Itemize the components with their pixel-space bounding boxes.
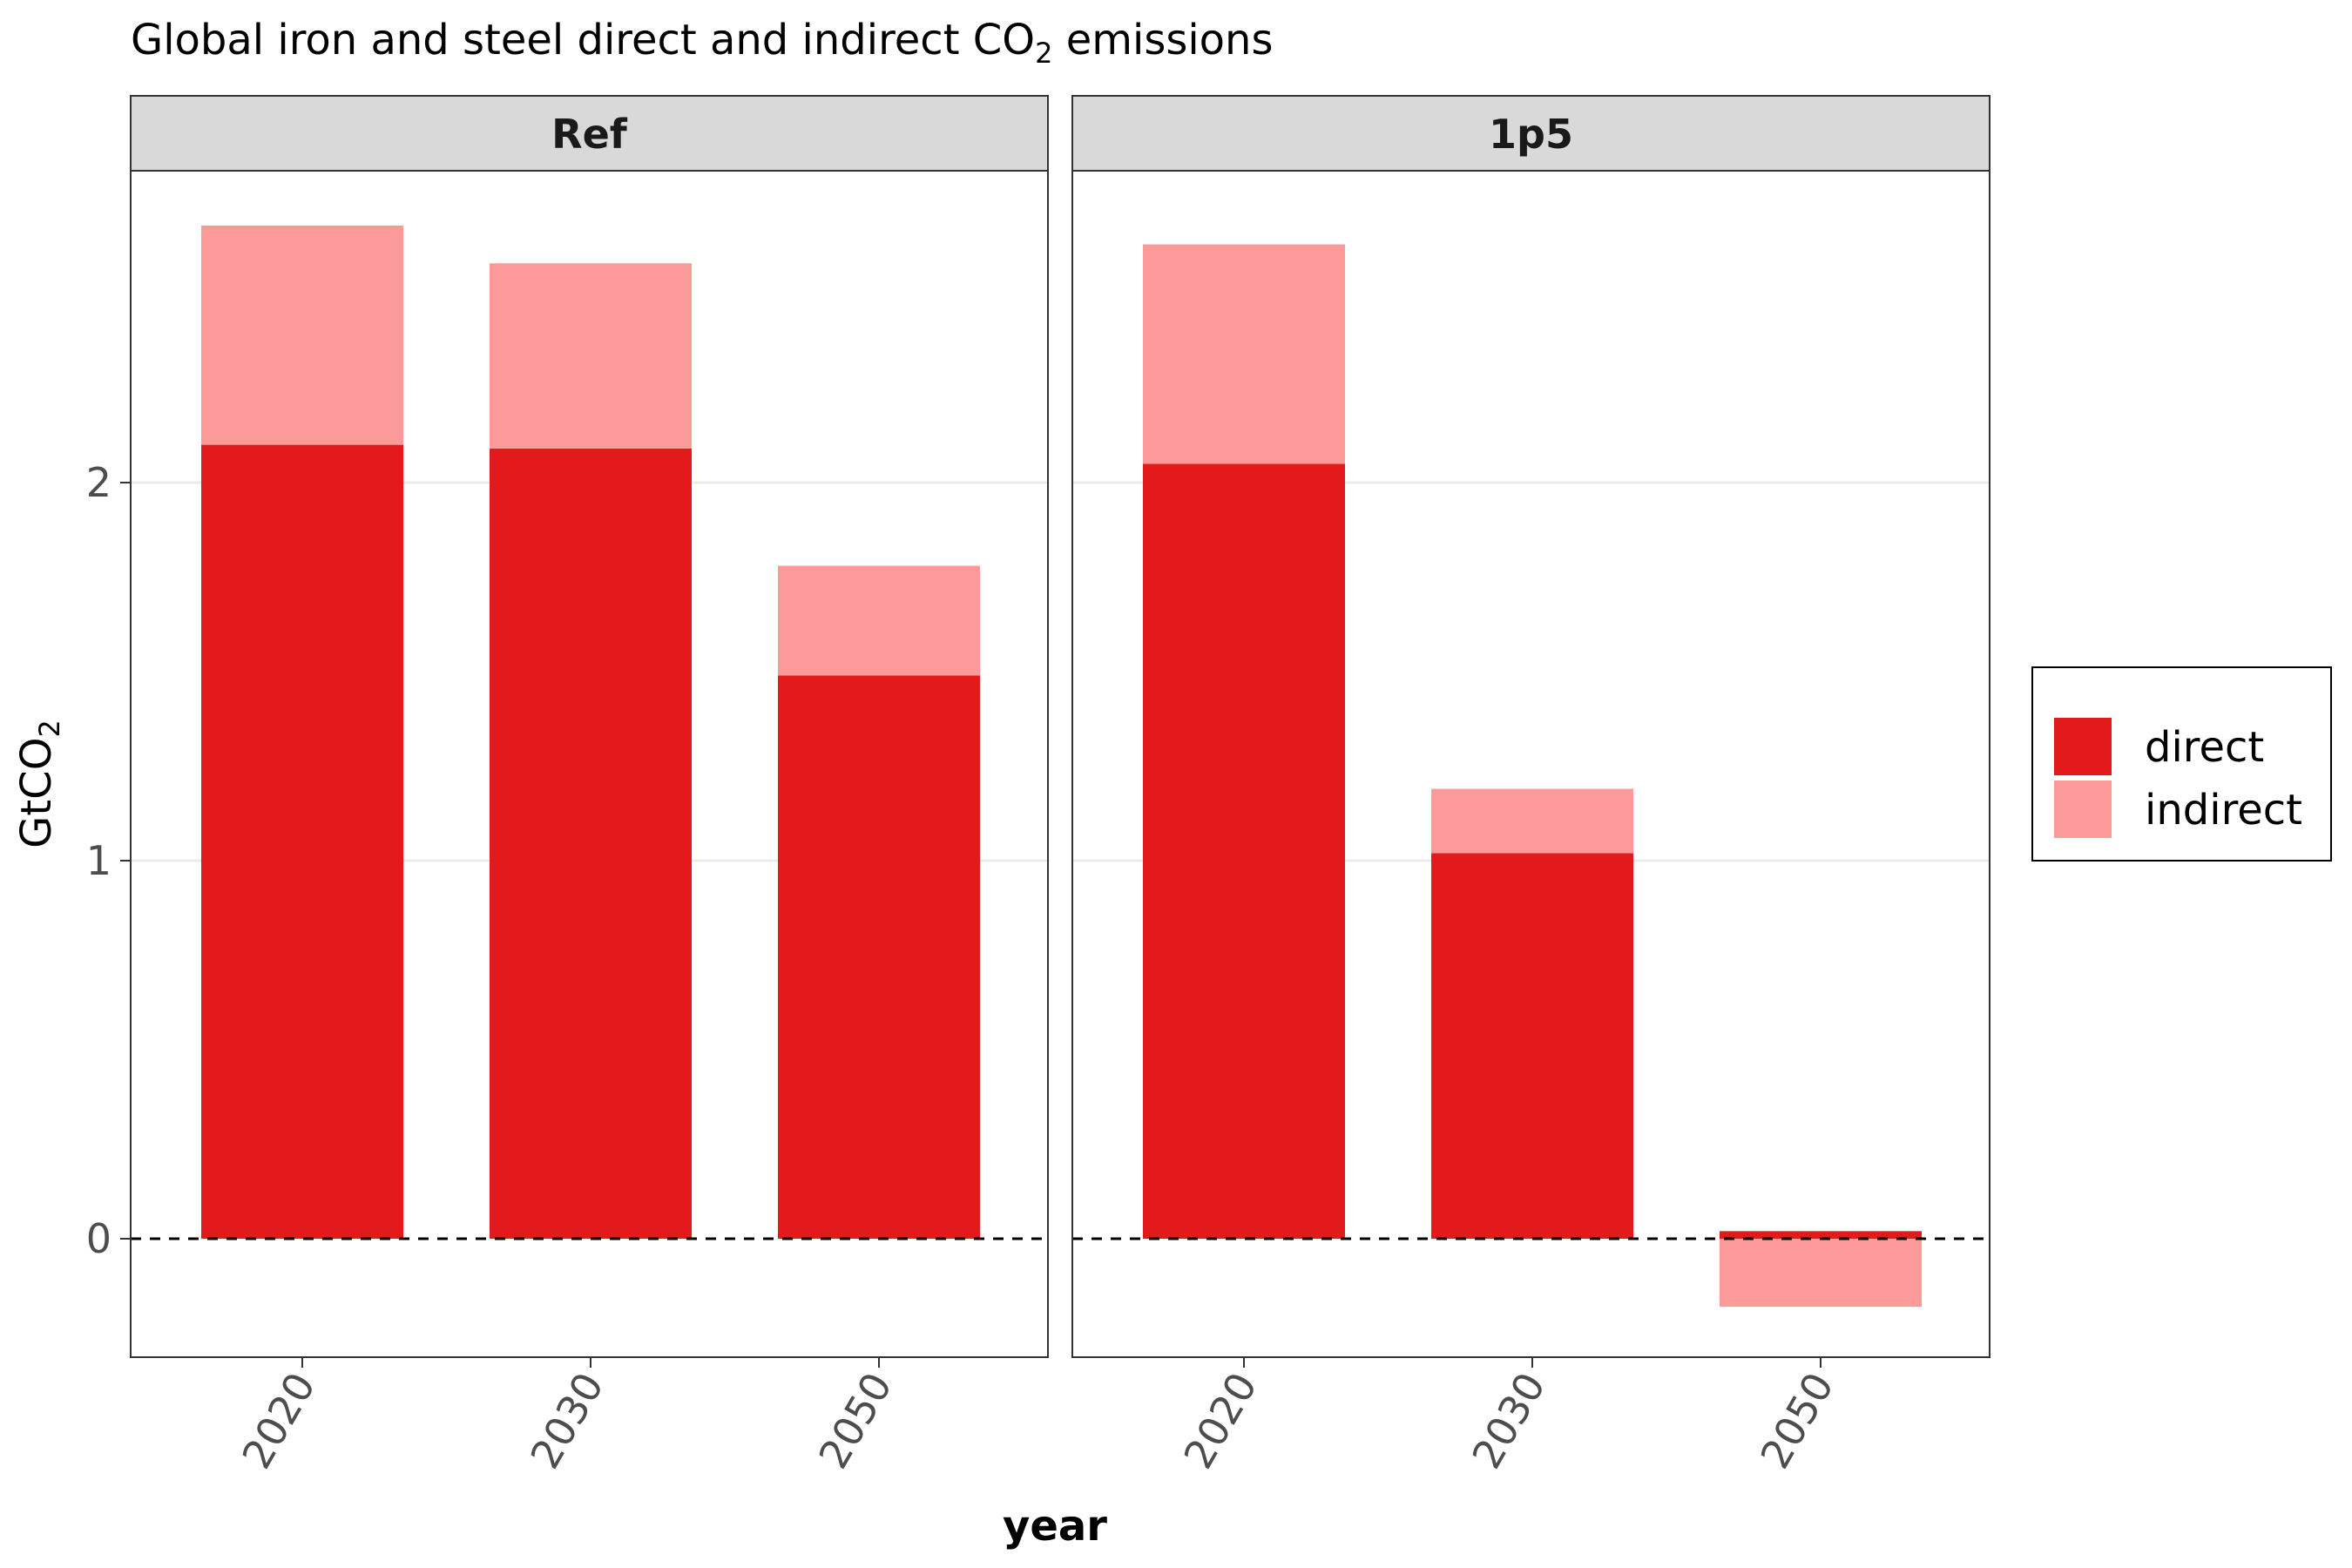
x-tick-label-2020: 2020	[1174, 1365, 1266, 1477]
x-tick-label-2030: 2030	[521, 1365, 612, 1477]
facet-panels: Ref 2020 2030 2050 1p5 2020 2030 2050 0 1 2	[86, 95, 1990, 1477]
x-axis-title: year	[1003, 1502, 1107, 1551]
bar-indirect-2020	[201, 225, 403, 445]
x-tick-label-2050: 2050	[809, 1365, 901, 1477]
bar-indirect-2020	[1143, 244, 1345, 464]
panel-border	[130, 170, 1049, 1358]
chart-title: Global iron and steel direct and indirec…	[131, 16, 1273, 70]
bar-indirect-2050	[1720, 1239, 1922, 1308]
legend-key-direct	[2054, 718, 2112, 775]
chart-title-subscript: 2	[1035, 37, 1052, 70]
x-tick-label-2050: 2050	[1751, 1365, 1842, 1477]
bar-direct-2050	[778, 675, 980, 1239]
y-tick-label-1: 1	[86, 837, 112, 884]
facet-strip-label: 1p5	[1489, 111, 1573, 158]
bar-direct-2030	[490, 448, 692, 1239]
x-tick-label-2030: 2030	[1463, 1365, 1554, 1477]
y-axis-title-subscript: 2	[33, 720, 66, 737]
bar-direct-2020	[201, 444, 403, 1240]
bar-indirect-2030	[1431, 788, 1633, 854]
x-tick-label-2020: 2020	[233, 1365, 324, 1477]
y-axis-title: GtCO2	[12, 720, 66, 848]
bar-direct-2030	[1431, 853, 1633, 1239]
y-axis-title-main: GtCO	[12, 738, 61, 848]
panel-border	[1071, 170, 1990, 1358]
legend-label-indirect: indirect	[2145, 786, 2302, 835]
chart-title-main: Global iron and steel direct and indirec…	[131, 16, 1035, 64]
y-tick-label-2: 2	[86, 459, 112, 506]
panel-ref: Ref 2020 2030 2050	[130, 95, 1049, 1477]
legend-label-direct: direct	[2145, 723, 2264, 772]
panel-1p5: 1p5 2020 2030 2050	[1071, 95, 1990, 1477]
bar-direct-2020	[1143, 463, 1345, 1239]
bar-indirect-2030	[490, 263, 692, 449]
bar-direct-2050	[1720, 1231, 1922, 1239]
legend: direct indirect	[2031, 666, 2332, 862]
facet-strip-label: Ref	[551, 111, 628, 158]
y-axis: 0 1 2	[86, 459, 131, 1262]
legend-key-indirect	[2054, 781, 2112, 838]
facet-strip	[1071, 95, 1990, 172]
facet-strip	[130, 95, 1049, 172]
y-tick-label-0: 0	[86, 1215, 112, 1262]
chart-title-tail: emissions	[1052, 16, 1273, 64]
bar-indirect-2050	[778, 565, 980, 676]
